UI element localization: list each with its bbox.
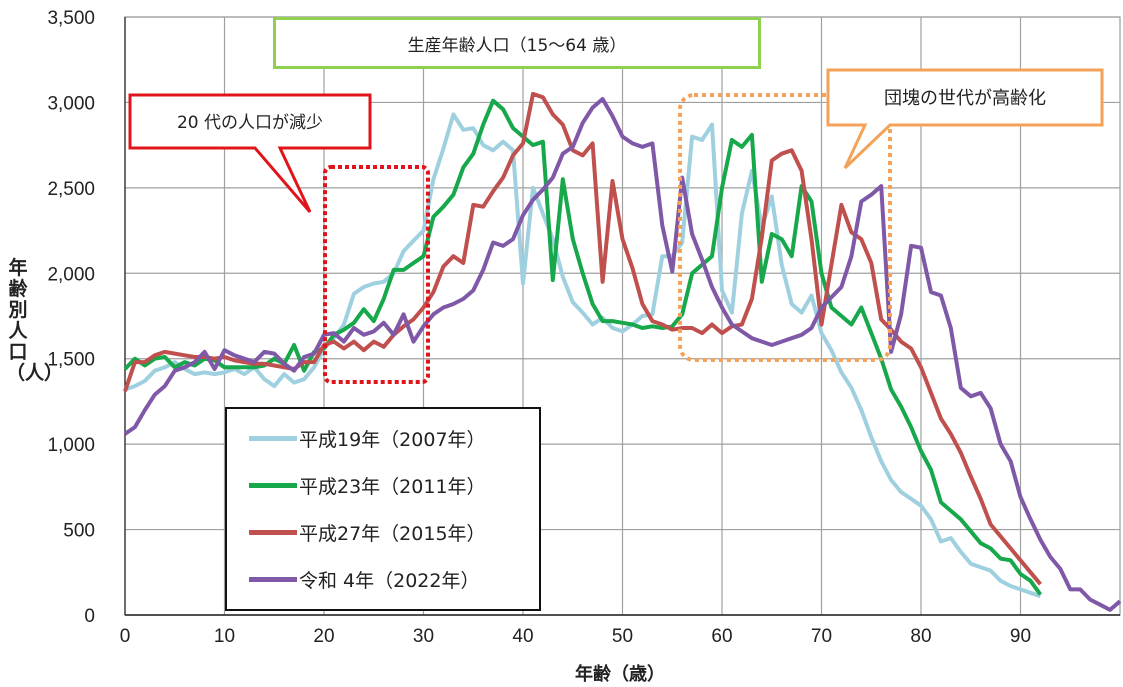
callout-twenties-box [128, 93, 372, 213]
highlight-twenties [323, 165, 430, 384]
x-tick-label: 10 [214, 626, 235, 647]
y-tick-label: 1,000 [47, 435, 95, 456]
callout-boomers-box [826, 68, 1104, 170]
series-lines [123, 91, 1122, 612]
callouts: 20 代の人口が減少 団塊の世代が高齢化 [128, 68, 1104, 384]
axes [124, 17, 1120, 616]
y-tick-label: 500 [63, 521, 95, 542]
legend-swatch-2022 [249, 576, 297, 582]
legend-item-2015: 平成27年（2015年） [249, 517, 486, 547]
x-tick-label: 30 [413, 626, 434, 647]
legend-label-2011: 平成23年（2011年） [299, 475, 486, 498]
y-tick-label: 0 [84, 606, 95, 627]
legend-item-2022: 令和 4年（2022年） [249, 564, 479, 594]
legend-label-2007: 平成19年（2007年） [299, 428, 486, 451]
legend-label-2015: 平成27年（2015年） [299, 522, 486, 545]
y-tick-label: 1,500 [47, 350, 95, 371]
legend-item-2007: 平成19年（2007年） [249, 423, 486, 453]
x-tick-label: 90 [1010, 626, 1031, 647]
highlight-baby-boomers [678, 93, 892, 362]
legend-swatch-2011 [249, 482, 297, 488]
x-tick-label: 80 [910, 626, 931, 647]
x-tick-label: 70 [811, 626, 832, 647]
x-tick-label: 50 [612, 626, 633, 647]
legend-item-2011: 平成23年（2011年） [249, 470, 486, 500]
callout-boomers-text: 団塊の世代が高齢化 [884, 88, 1046, 109]
legend-label-2022: 令和 4年（2022年） [299, 569, 480, 592]
annotation-working-age: 生産年齢人口（15〜64 歳） [273, 17, 761, 69]
y-tick-label: 2,000 [47, 264, 95, 285]
tick-labels: 0 10 20 30 40 50 60 70 80 90 0 500 1,000 1,500 2,000 2,… [47, 8, 1031, 647]
series-line-1 [123, 98, 1043, 596]
legend-swatch-2007 [249, 435, 297, 441]
legend-swatch-2015 [249, 529, 297, 535]
y-tick-label: 3,500 [47, 8, 95, 29]
y-tick-label: 3,000 [47, 93, 95, 114]
legend: 平成19年（2007年） 平成23年（2011年） 平成27年（2015年） 令… [225, 407, 541, 611]
x-tick-label: 40 [512, 626, 533, 647]
x-tick-label: 20 [313, 626, 334, 647]
x-axis-label: 年齢（歳） [575, 664, 665, 685]
x-tick-label: 0 [120, 626, 131, 647]
y-axis-label: 年齢別人口（人） [6, 257, 64, 384]
series-line-0 [124, 112, 1042, 599]
series-line-3 [123, 97, 1122, 612]
y-tick-label: 2,500 [47, 179, 95, 200]
callout-twenties-text: 20 代の人口が減少 [177, 113, 323, 133]
x-tick-label: 60 [711, 626, 732, 647]
